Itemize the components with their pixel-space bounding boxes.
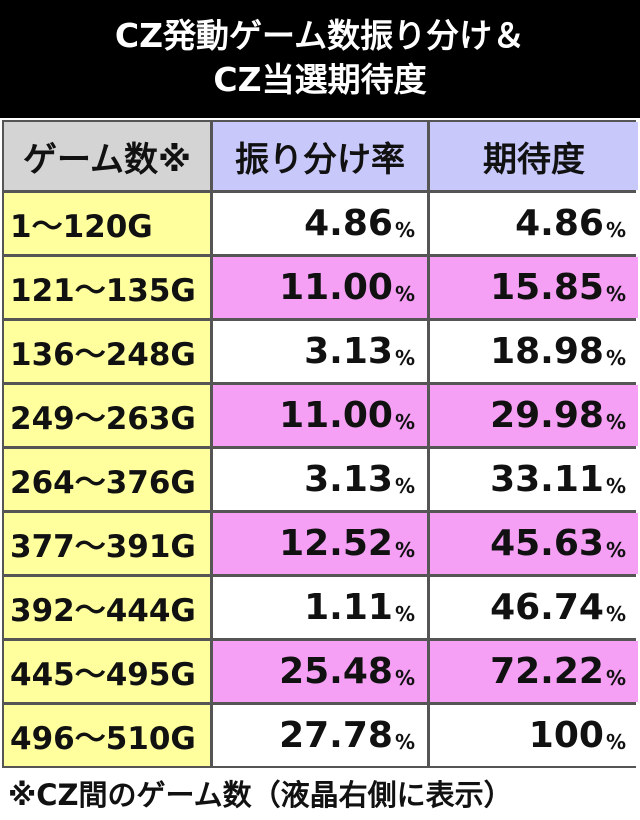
value-cell: 46.74% bbox=[430, 577, 638, 638]
unit: % bbox=[605, 537, 626, 562]
value: 11.00 bbox=[279, 267, 393, 308]
title-line: CZ発動ゲーム数振り分け＆ bbox=[114, 16, 526, 55]
unit: % bbox=[394, 537, 415, 562]
value: 46.74 bbox=[490, 587, 604, 628]
value: 18.98 bbox=[490, 331, 604, 372]
value-cell: 100% bbox=[430, 705, 638, 766]
value: 72.22 bbox=[490, 651, 604, 692]
value-cell: 3.13% bbox=[213, 449, 427, 510]
range-cell: 121〜135G bbox=[4, 257, 210, 318]
value-cell: 1.11% bbox=[213, 577, 427, 638]
value-cell: 15.85% bbox=[430, 257, 638, 318]
range-cell: 392〜444G bbox=[4, 577, 210, 638]
unit: % bbox=[394, 729, 415, 754]
unit: % bbox=[605, 729, 626, 754]
unit: % bbox=[605, 217, 626, 242]
value: 25.48 bbox=[279, 651, 393, 692]
value-cell: 4.86% bbox=[430, 193, 638, 254]
value: 1.11 bbox=[304, 587, 393, 628]
unit: % bbox=[605, 281, 626, 306]
range-cell: 1〜120G bbox=[4, 193, 210, 254]
value: 12.52 bbox=[279, 523, 393, 564]
value-cell: 29.98% bbox=[430, 385, 638, 446]
value: 29.98 bbox=[490, 395, 604, 436]
value: 100 bbox=[528, 715, 604, 756]
unit: % bbox=[605, 665, 626, 690]
value-cell: 33.11% bbox=[430, 449, 638, 510]
column-header: 期待度 bbox=[430, 122, 638, 190]
value: 3.13 bbox=[304, 459, 393, 500]
range-cell: 136〜248G bbox=[4, 321, 210, 382]
unit: % bbox=[394, 601, 415, 626]
header: CZ発動ゲーム数振り分け＆ CZ当選期待度 bbox=[0, 0, 640, 118]
range-cell: 377〜391G bbox=[4, 513, 210, 574]
value-cell: 45.63% bbox=[430, 513, 638, 574]
range-cell: 496〜510G bbox=[4, 705, 210, 766]
column-header: 振り分け率 bbox=[213, 122, 427, 190]
value: 3.13 bbox=[304, 331, 393, 372]
value: 33.11 bbox=[490, 459, 604, 500]
value: 45.63 bbox=[490, 523, 604, 564]
unit: % bbox=[605, 601, 626, 626]
value: 4.86 bbox=[304, 203, 393, 244]
unit: % bbox=[394, 281, 415, 306]
value: 11.00 bbox=[279, 395, 393, 436]
table: ゲーム数※ 振り分け率 期待度 1〜120G 4.86% 4.86% 121〜135G 11.… bbox=[2, 120, 638, 768]
unit: % bbox=[394, 409, 415, 434]
unit: % bbox=[605, 473, 626, 498]
value-cell: 3.13% bbox=[213, 321, 427, 382]
value: 27.78 bbox=[279, 715, 393, 756]
unit: % bbox=[605, 345, 626, 370]
unit: % bbox=[605, 409, 626, 434]
range-cell: 445〜495G bbox=[4, 641, 210, 702]
range-cell: 264〜376G bbox=[4, 449, 210, 510]
unit: % bbox=[394, 345, 415, 370]
value-cell: 18.98% bbox=[430, 321, 638, 382]
value: 4.86 bbox=[515, 203, 604, 244]
unit: % bbox=[394, 217, 415, 242]
value-cell: 11.00% bbox=[213, 385, 427, 446]
title-line: CZ当選期待度 bbox=[213, 60, 427, 99]
value-cell: 27.78% bbox=[213, 705, 427, 766]
value-cell: 12.52% bbox=[213, 513, 427, 574]
range-cell: 249〜263G bbox=[4, 385, 210, 446]
value-cell: 4.86% bbox=[213, 193, 427, 254]
footnote: ※CZ間のゲーム数（液晶右側に表示） bbox=[8, 778, 513, 812]
column-header: ゲーム数※ bbox=[4, 122, 210, 190]
value-cell: 25.48% bbox=[213, 641, 427, 702]
value-cell: 72.22% bbox=[430, 641, 638, 702]
value-cell: 11.00% bbox=[213, 257, 427, 318]
unit: % bbox=[394, 665, 415, 690]
value: 15.85 bbox=[490, 267, 604, 308]
unit: % bbox=[394, 473, 415, 498]
